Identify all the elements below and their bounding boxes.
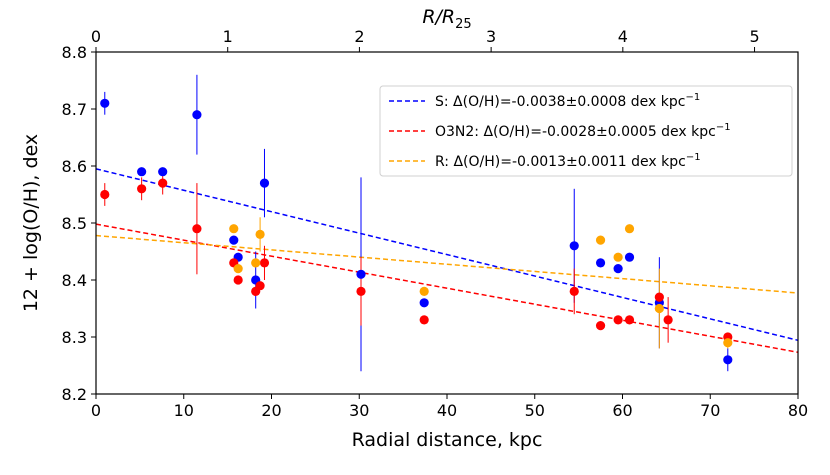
legend-superscript-r: −1 bbox=[686, 152, 701, 163]
data-point-s bbox=[229, 235, 239, 245]
y-tick-label: 8.7 bbox=[62, 100, 87, 119]
data-point-o3n2 bbox=[419, 315, 429, 325]
axis-ticks: 0 10 20 30 40 50 60 70 808.28.38.48.58.68.78.80 1… bbox=[62, 27, 809, 420]
x-tick-label: 60 bbox=[612, 401, 632, 420]
y-tick-label: 8.6 bbox=[62, 157, 87, 176]
legend-entry-s: S: Δ(O/H)=-0.0038±0.0008 dex kpc−1 bbox=[435, 92, 700, 110]
y-tick-label: 8.5 bbox=[62, 214, 87, 233]
data-point-o3n2 bbox=[613, 315, 623, 325]
data-point-s bbox=[356, 269, 366, 279]
data-point-s bbox=[158, 167, 168, 177]
legend-superscript-s: −1 bbox=[685, 92, 700, 103]
data-point-o3n2 bbox=[624, 315, 635, 325]
top-tick-label: 1 bbox=[223, 27, 233, 46]
data-point-o3n2 bbox=[663, 315, 673, 325]
data-point-r bbox=[595, 235, 606, 245]
data-point-o3n2 bbox=[569, 286, 579, 296]
legend-entry-r: R: Δ(O/H)=-0.0013±0.0011 dex kpc−1 bbox=[435, 152, 701, 170]
top-tick-label: 3 bbox=[486, 27, 496, 46]
y-tick-label: 8.2 bbox=[62, 385, 87, 404]
x-tick-label: 70 bbox=[700, 401, 720, 420]
data-point-o3n2 bbox=[595, 321, 606, 331]
data-point-r bbox=[255, 229, 265, 239]
data-point-r bbox=[251, 258, 261, 268]
data-point-s bbox=[192, 110, 202, 120]
data-point-r bbox=[613, 252, 623, 262]
data-point-o3n2 bbox=[192, 224, 202, 234]
y-tick-label: 8.8 bbox=[62, 43, 87, 62]
data-point-o3n2 bbox=[233, 275, 243, 285]
x-tick-label: 50 bbox=[525, 401, 545, 420]
top-tick-label: 0 bbox=[91, 27, 101, 46]
data-point-o3n2 bbox=[100, 189, 110, 200]
top-axis-label-subscript: 25 bbox=[455, 17, 472, 32]
data-point-s bbox=[569, 241, 579, 251]
legend: S: Δ(O/H)=-0.0038±0.0008 dex kpc−1O3N2: … bbox=[379, 85, 793, 177]
x-tick-label: 40 bbox=[437, 401, 457, 420]
data-point-s bbox=[624, 252, 635, 262]
top-axis-label: R/R25 bbox=[422, 6, 471, 32]
legend-text-o3n2: O3N2: Δ(O/H)=-0.0028±0.0005 dex kpc bbox=[435, 124, 716, 140]
data-point-o3n2 bbox=[137, 184, 147, 194]
legend-superscript-o3n2: −1 bbox=[716, 122, 731, 133]
top-tick-label: 2 bbox=[354, 27, 364, 46]
legend-text-s: S: Δ(O/H)=-0.0038±0.0008 dex kpc bbox=[435, 94, 685, 110]
legend-text-r: R: Δ(O/H)=-0.0013±0.0011 dex kpc bbox=[435, 154, 686, 170]
data-point-s bbox=[100, 98, 110, 108]
top-tick-label: 5 bbox=[749, 27, 759, 46]
data-point-s bbox=[259, 178, 270, 188]
data-point-r bbox=[723, 338, 733, 348]
x-tick-label: 10 bbox=[174, 401, 194, 420]
data-point-r bbox=[624, 224, 635, 234]
data-point-s bbox=[137, 167, 147, 177]
fit-line-o3n2 bbox=[95, 223, 799, 354]
data-point-s bbox=[419, 298, 429, 308]
fit-line-s bbox=[95, 168, 799, 342]
fit-line-r bbox=[95, 234, 799, 294]
data-point-s bbox=[723, 355, 733, 365]
x-tick-label: 20 bbox=[261, 401, 281, 420]
x-tick-label: 30 bbox=[349, 401, 369, 420]
top-tick-label: 4 bbox=[618, 27, 628, 46]
x-tick-label: 0 bbox=[91, 401, 101, 420]
legend-box bbox=[379, 85, 793, 177]
data-point-s bbox=[613, 264, 623, 274]
y-axis-label: 12 + log(O/H), dex bbox=[20, 134, 42, 312]
data-point-s bbox=[595, 258, 606, 268]
fit-lines bbox=[95, 168, 799, 354]
data-point-r bbox=[229, 224, 239, 234]
legend-entry-o3n2: O3N2: Δ(O/H)=-0.0028±0.0005 dex kpc−1 bbox=[435, 122, 731, 140]
top-axis-label-main: R/R bbox=[422, 6, 455, 28]
data-point-r bbox=[419, 286, 429, 296]
data-point-o3n2 bbox=[255, 281, 265, 291]
data-point-r bbox=[233, 264, 243, 274]
data-point-o3n2 bbox=[356, 286, 366, 296]
data-point-o3n2 bbox=[158, 178, 168, 188]
data-point-r bbox=[654, 303, 664, 314]
y-tick-label: 8.4 bbox=[62, 271, 87, 290]
x-tick-label: 80 bbox=[788, 401, 808, 420]
data-point-o3n2 bbox=[654, 292, 664, 302]
data-points bbox=[100, 98, 733, 365]
x-axis-label: Radial distance, kpc bbox=[352, 429, 543, 451]
y-tick-label: 8.3 bbox=[62, 328, 87, 347]
data-point-o3n2 bbox=[259, 258, 270, 268]
